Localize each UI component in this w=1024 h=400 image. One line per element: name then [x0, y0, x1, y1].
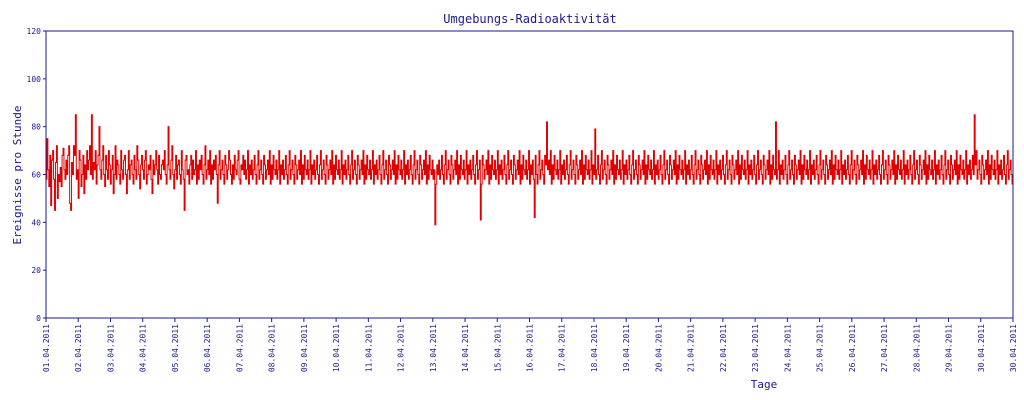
x-axis: 01.04.2011 02.04.2011 03.04.2011 04.04.2011…: [42, 318, 1018, 372]
chart-title: Umgebungs-Radioaktivität: [443, 12, 616, 26]
x-tick-label: 08.04.2011: [268, 324, 277, 372]
x-axis-label: Tage: [751, 378, 778, 391]
x-tick-label: 16.04.2011: [526, 324, 535, 372]
x-tick-label: 29.04.2011: [945, 324, 954, 372]
x-tick-label: 21.04.2011: [687, 324, 696, 372]
x-tick-label: 15.04.2011: [493, 324, 502, 372]
x-tick-label: 11.04.2011: [364, 324, 373, 372]
x-tick-label: 22.04.2011: [719, 324, 728, 372]
x-tick-label: 18.04.2011: [590, 324, 599, 372]
x-tick-label: 26.04.2011: [848, 324, 857, 372]
series-line: [46, 114, 1013, 226]
x-tick-label: 03.04.2011: [106, 324, 115, 372]
y-tick-label: 120: [27, 27, 42, 36]
x-tick-label: 30.04.2011: [1009, 324, 1018, 372]
y-tick-label: 80: [31, 123, 41, 132]
x-tick-label: 07.04.2011: [235, 324, 244, 372]
x-tick-label: 25.04.2011: [816, 324, 825, 372]
y-tick-label: 40: [31, 218, 41, 227]
y-axis-label: Ereignisse pro Stunde: [11, 105, 24, 244]
x-tick-label: 28.04.2011: [912, 324, 921, 372]
x-tick-label: 27.04.2011: [880, 324, 889, 372]
x-tick-label: 10.04.2011: [332, 324, 341, 372]
x-tick-label: 24.04.2011: [783, 324, 792, 372]
y-tick-label: 100: [27, 75, 42, 84]
x-tick-label: 12.04.2011: [397, 324, 406, 372]
x-tick-label: 13.04.2011: [429, 324, 438, 372]
x-tick-label: 17.04.2011: [558, 324, 567, 372]
y-axis: 0 20 40 60 80 100 120: [27, 27, 46, 323]
x-tick-label: 30.04.2011: [977, 324, 986, 372]
x-tick-label: 04.04.2011: [139, 324, 148, 372]
y-tick-label: 20: [31, 266, 41, 275]
series-layer: [46, 114, 1013, 226]
x-tick-label: 14.04.2011: [461, 324, 470, 372]
x-tick-label: 23.04.2011: [751, 324, 760, 372]
y-tick-label: 60: [31, 171, 41, 180]
x-tick-label: 09.04.2011: [300, 324, 309, 372]
x-tick-label: 01.04.2011: [42, 324, 51, 372]
x-tick-label: 05.04.2011: [171, 324, 180, 372]
y-tick-label: 0: [36, 314, 41, 323]
x-tick-label: 06.04.2011: [203, 324, 212, 372]
x-tick-label: 19.04.2011: [622, 324, 631, 372]
x-tick-label: 20.04.2011: [654, 324, 663, 372]
x-tick-label: 02.04.2011: [74, 324, 83, 372]
